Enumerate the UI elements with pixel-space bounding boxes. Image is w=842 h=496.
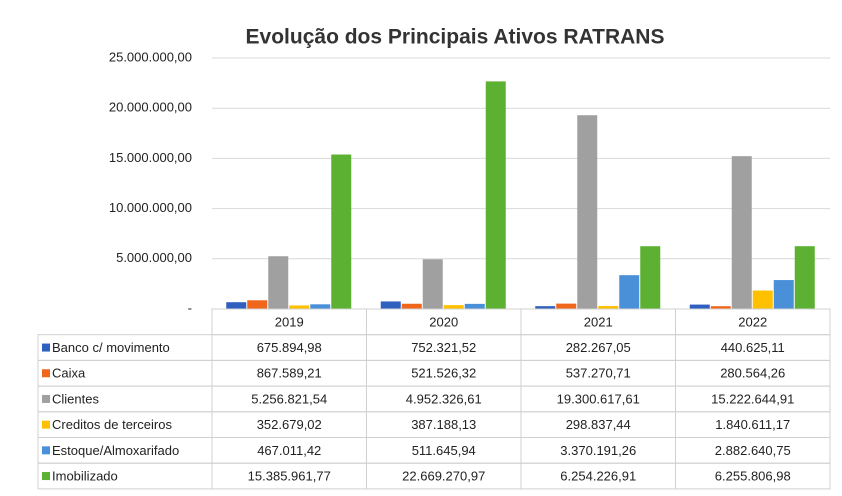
bar bbox=[640, 246, 661, 309]
bar bbox=[226, 302, 247, 309]
data-label: 3.370.191,26 bbox=[560, 443, 636, 458]
x-tick-label: 2022 bbox=[738, 314, 767, 329]
data-label: 521.526,32 bbox=[411, 366, 476, 381]
data-label: 752.321,52 bbox=[411, 340, 476, 355]
y-tick-label: - bbox=[188, 300, 192, 315]
data-label: 387.188,13 bbox=[411, 417, 476, 432]
data-label: 298.837,44 bbox=[566, 417, 631, 432]
data-label: 1.840.611,17 bbox=[715, 417, 790, 432]
data-label: 280.564,26 bbox=[720, 366, 785, 381]
data-label: 19.300.617,61 bbox=[557, 391, 640, 406]
bar bbox=[773, 280, 794, 309]
data-label: 15.222.644,91 bbox=[711, 391, 794, 406]
legend-label: Creditos de terceiros bbox=[52, 417, 172, 432]
bar bbox=[535, 306, 556, 309]
y-tick-label: 15.000.000,00 bbox=[109, 150, 192, 165]
legend-label: Imobilizado bbox=[52, 468, 118, 483]
data-label: 6.255.806,98 bbox=[715, 468, 791, 483]
legend-label: Banco c/ movimento bbox=[52, 340, 170, 355]
data-label: 352.679,02 bbox=[257, 417, 322, 432]
legend-label: Caixa bbox=[52, 366, 86, 381]
x-tick-label: 2021 bbox=[584, 314, 613, 329]
bar bbox=[485, 81, 506, 310]
data-label: 282.267,05 bbox=[566, 340, 631, 355]
legend-swatch bbox=[42, 420, 50, 429]
bar bbox=[689, 304, 710, 309]
legend-swatch bbox=[42, 343, 50, 352]
x-tick-label: 2019 bbox=[275, 314, 304, 329]
bar bbox=[731, 156, 752, 309]
bar bbox=[380, 301, 401, 309]
data-label: 675.894,98 bbox=[257, 340, 322, 355]
bar bbox=[401, 303, 422, 309]
bar bbox=[464, 303, 485, 309]
y-tick-label: 10.000.000,00 bbox=[109, 200, 192, 215]
y-tick-label: 20.000.000,00 bbox=[109, 100, 192, 115]
data-label: 537.270,71 bbox=[566, 366, 631, 381]
data-label: 6.254.226,91 bbox=[560, 468, 636, 483]
bar bbox=[289, 305, 310, 309]
bar bbox=[443, 305, 464, 309]
chart-title: Evolução dos Principais Ativos RATRANS bbox=[246, 26, 665, 49]
y-tick-label: 5.000.000,00 bbox=[116, 250, 192, 265]
bar bbox=[710, 306, 731, 309]
bar bbox=[598, 305, 619, 309]
legend-swatch bbox=[42, 446, 50, 455]
legend-swatch bbox=[42, 394, 50, 403]
data-label: 2.882.640,75 bbox=[715, 443, 791, 458]
legend-label: Clientes bbox=[52, 391, 99, 406]
bar bbox=[752, 290, 773, 309]
bar bbox=[331, 154, 352, 309]
bar bbox=[422, 259, 443, 309]
bar bbox=[794, 246, 815, 309]
legend-swatch bbox=[42, 472, 50, 481]
data-label: 867.589,21 bbox=[257, 366, 322, 381]
y-tick-label: 25.000.000,00 bbox=[109, 49, 192, 64]
bar bbox=[556, 303, 577, 309]
x-tick-label: 2020 bbox=[429, 314, 458, 329]
bar bbox=[310, 304, 331, 309]
legend-label: Estoque/Almoxarifado bbox=[52, 443, 179, 458]
data-label: 5.256.821,54 bbox=[251, 391, 327, 406]
bar bbox=[619, 275, 640, 309]
data-label: 511.645,94 bbox=[412, 443, 476, 458]
table-cell bbox=[675, 462, 831, 490]
data-label: 15.385.961,77 bbox=[248, 468, 331, 483]
data-label: 440.625,11 bbox=[721, 340, 785, 355]
data-label: 467.011,42 bbox=[257, 443, 321, 458]
bar bbox=[268, 256, 289, 309]
bar bbox=[247, 300, 268, 309]
bar bbox=[577, 115, 598, 309]
data-label: 22.669.270,97 bbox=[402, 468, 485, 483]
data-label: 4.952.326,61 bbox=[406, 391, 482, 406]
legend-swatch bbox=[42, 369, 50, 378]
